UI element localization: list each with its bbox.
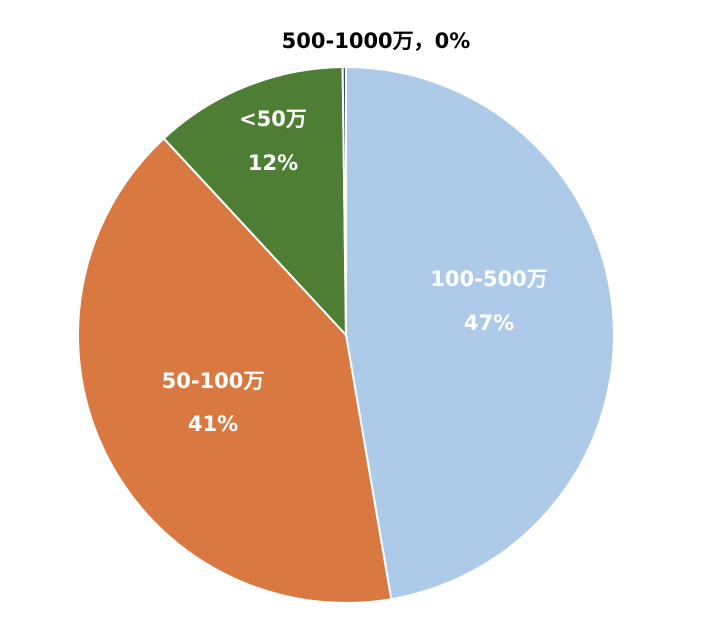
slice-100-500 [345,65,615,601]
slice-label-500-1000: 500-1000万，0% [282,29,471,53]
slice-label-100-500-percent: 47% [464,311,514,335]
slice-label-50-100-percent: 41% [188,412,238,436]
pie-slices [77,65,615,604]
slice-label-50-100-category: 50-100万 [162,369,265,393]
slice-label-lt50-category: <50万 [239,107,307,131]
slice-500-1000 [341,65,347,336]
pie-labels: 500-1000万，0% 100-500万 47% 50-100万 41% <5… [162,29,548,436]
slice-label-lt50-percent: 12% [248,151,298,175]
slice-50-100 [77,137,393,604]
slice-lt50 [162,66,348,338]
slice-label-100-500-category: 100-500万 [430,267,547,291]
